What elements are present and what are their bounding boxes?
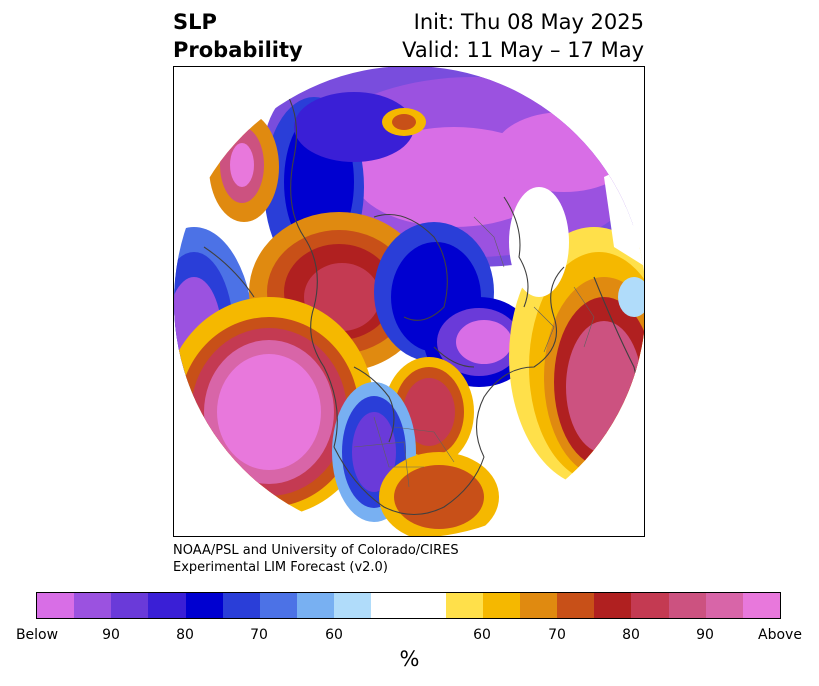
colorbar-tick-label: 60 — [325, 627, 343, 643]
colorbar-segment — [148, 593, 186, 618]
credit-line-1: NOAA/PSL and University of Colorado/CIRE… — [173, 543, 459, 558]
colorbar-unit: % — [399, 647, 420, 671]
colorbar-segment — [297, 593, 335, 618]
colorbar-segment — [631, 593, 669, 618]
colorbar-tick-label: 80 — [622, 627, 640, 643]
colorbar-segment — [371, 593, 446, 618]
colorbar-segment — [520, 593, 558, 618]
map-title-left: SLP Probability — [173, 8, 303, 64]
credit-line-2: Experimental LIM Forecast (v2.0) — [173, 560, 388, 575]
colorbar-tick-label: 90 — [696, 627, 714, 643]
colorbar-segment — [185, 593, 223, 618]
colorbar-segment — [222, 593, 260, 618]
colorbar-tick-label: 60 — [473, 627, 491, 643]
credit-text: NOAA/PSL and University of Colorado/CIRE… — [173, 542, 459, 576]
variable-label: SLP — [173, 10, 217, 34]
forecast-map-svg — [174, 67, 644, 536]
valid-range: Valid: 11 May – 17 May — [402, 38, 644, 62]
init-date: Init: Thu 08 May 2025 — [413, 10, 644, 34]
colorbar-segment — [334, 593, 372, 618]
colorbar-tick-label: 70 — [548, 627, 566, 643]
colorbar-segment — [705, 593, 743, 618]
colorbar-tick-labels: Below 90 80 70 60 60 70 80 90 Above — [0, 627, 819, 645]
colorbar-tick-label: Above — [758, 627, 802, 643]
colorbar-tick-label: 90 — [102, 627, 120, 643]
colorbar-segment — [668, 593, 706, 618]
colorbar — [36, 592, 781, 619]
colorbar-segment — [445, 593, 483, 618]
colorbar-segment — [74, 593, 112, 618]
product-label: Probability — [173, 38, 303, 62]
political-borders — [353, 216, 595, 488]
colorbar-segment — [742, 593, 781, 618]
colorbar-segment — [482, 593, 521, 618]
polar-forecast-map — [173, 66, 645, 537]
colorbar-segment — [594, 593, 632, 618]
colorbar-tick-label: 70 — [250, 627, 268, 643]
colorbar-segment — [37, 593, 75, 618]
map-title-right: Init: Thu 08 May 2025 Valid: 11 May – 17… — [402, 8, 644, 64]
colorbar-segment — [259, 593, 298, 618]
colorbar-tick-label: 80 — [176, 627, 194, 643]
coastlines — [203, 76, 640, 515]
colorbar-tick-label: Below — [15, 627, 59, 643]
probability-field — [174, 67, 644, 536]
colorbar-segment — [557, 593, 595, 618]
colorbar-segment — [111, 593, 149, 618]
